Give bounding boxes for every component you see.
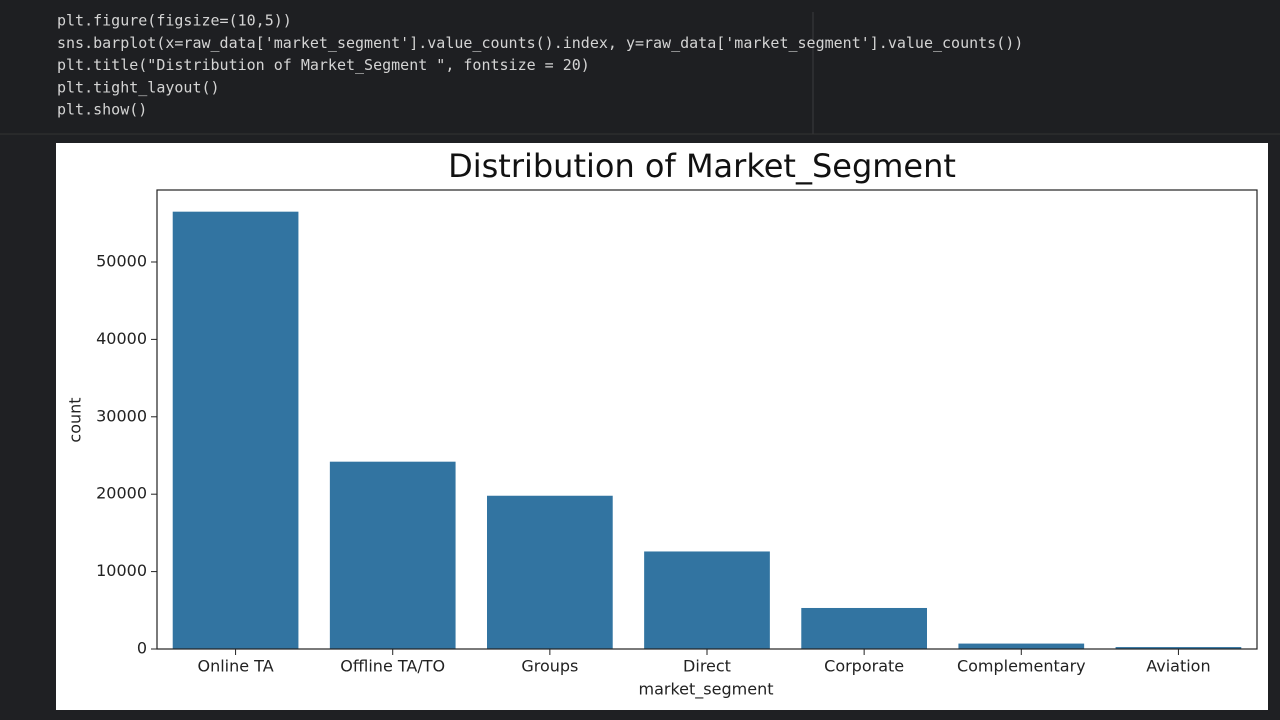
x-axis-label: market_segment <box>639 680 774 700</box>
bar <box>958 643 1085 649</box>
y-tick-label: 30000 <box>96 406 147 425</box>
bar <box>329 461 456 649</box>
chart-title: Distribution of Market_Segment <box>448 147 956 185</box>
x-tick-label: Aviation <box>1146 657 1210 676</box>
code-line: plt.tight_layout() <box>57 78 220 96</box>
y-tick-label: 50000 <box>96 251 147 270</box>
y-tick-label: 0 <box>137 639 147 658</box>
code-line: plt.figure(figsize=(10,5)) <box>57 12 292 30</box>
bar <box>172 211 299 649</box>
bar <box>1115 647 1242 649</box>
bar <box>644 551 770 649</box>
y-tick-label: 40000 <box>96 329 147 348</box>
bar <box>487 495 613 649</box>
code-line: plt.show() <box>57 101 147 119</box>
x-tick-label: Corporate <box>824 657 904 676</box>
plot-frame <box>156 189 1258 650</box>
x-tick-label: Online TA <box>197 657 273 676</box>
code-cell <box>0 0 1280 134</box>
y-tick-label: 20000 <box>96 484 147 503</box>
x-tick-label: Groups <box>521 657 578 676</box>
y-axis-label: count <box>66 397 85 442</box>
code-line: sns.barplot(x=raw_data['market_segment']… <box>57 34 1023 52</box>
bar <box>801 607 927 649</box>
x-tick-label: Direct <box>683 657 731 676</box>
y-tick-label: 10000 <box>96 561 147 580</box>
x-tick-label: Complementary <box>957 657 1086 676</box>
code-line: plt.title("Distribution of Market_Segmen… <box>57 56 590 74</box>
x-tick-label: Offline TA/TO <box>340 657 445 676</box>
